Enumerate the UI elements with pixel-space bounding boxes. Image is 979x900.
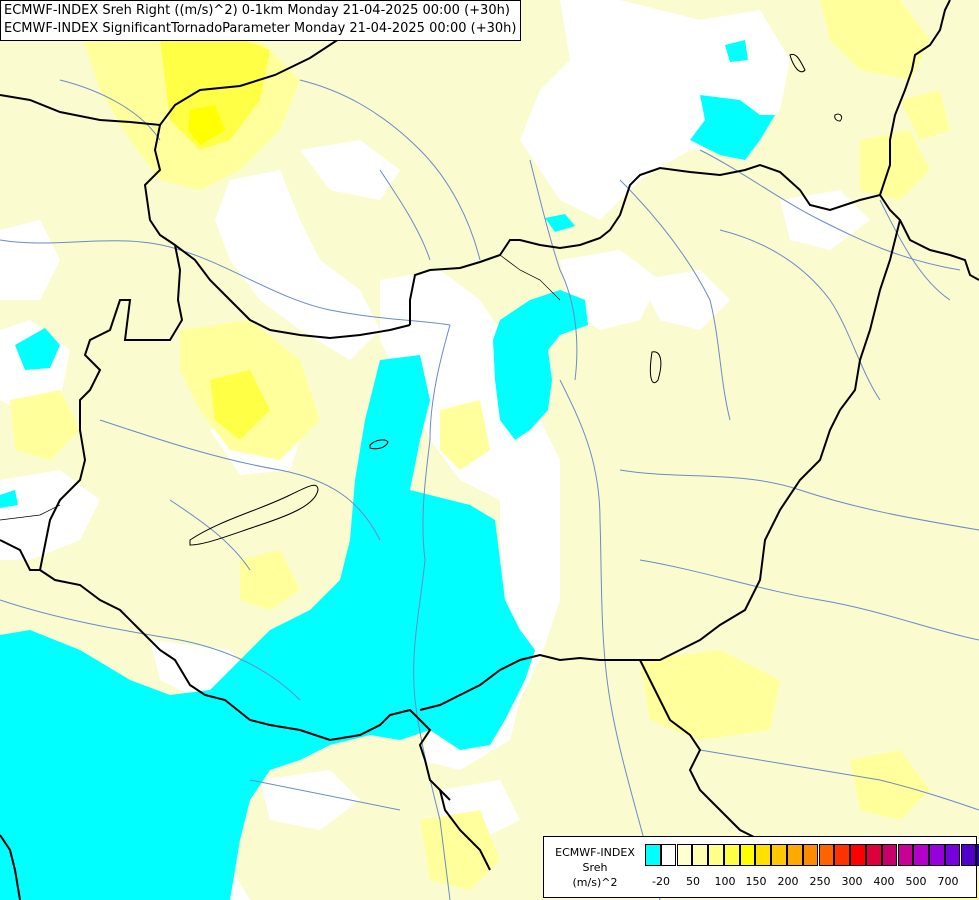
legend-swatch	[723, 844, 740, 866]
legend-swatch	[692, 844, 708, 866]
legend-swatch	[771, 844, 787, 866]
legend-swatch	[676, 844, 693, 866]
region-lines	[0, 254, 561, 521]
legend-title: ECMWF-INDEX Sreh (m/s)^2	[548, 845, 642, 890]
legend-swatch	[739, 844, 756, 866]
legend-tick-label: 50	[686, 875, 700, 888]
legend-tick-label: 700	[937, 875, 959, 888]
legend-swatch	[834, 844, 850, 866]
legend-color-bar	[645, 844, 979, 866]
cyan-areas	[0, 40, 775, 900]
title-line-2: ECMWF-INDEX SignificantTornadoParameter …	[4, 21, 517, 36]
title-line-1: ECMWF-INDEX Sreh Right ((m/s)^2) 0-1km M…	[4, 3, 510, 18]
legend-swatch	[881, 844, 898, 866]
legend-tick-label: 150	[745, 875, 767, 888]
legend-tick-label: 400	[873, 875, 895, 888]
legend-swatch	[755, 844, 772, 866]
legend-tick-label: 300	[841, 875, 863, 888]
lakes	[189, 53, 843, 546]
legend-swatch	[802, 844, 819, 866]
legend-tick-label: -20	[652, 875, 670, 888]
legend-swatch	[660, 844, 677, 866]
legend-tick-label: 100	[714, 875, 736, 888]
legend-swatch	[850, 844, 866, 866]
legend-swatch	[865, 844, 882, 866]
legend-swatch	[645, 844, 661, 866]
legend-swatch	[976, 844, 979, 866]
legend-swatch	[960, 844, 977, 866]
rivers	[0, 79, 979, 900]
color-legend: ECMWF-INDEX Sreh (m/s)^2 -20 50 100 150 200 2…	[543, 836, 979, 898]
legend-swatch	[787, 844, 803, 866]
yellow-high-areas	[160, 30, 270, 440]
legend-swatch	[929, 844, 945, 866]
legend-line-3: (m/s)^2	[572, 876, 618, 889]
legend-swatch	[708, 844, 724, 866]
map-title: ECMWF-INDEX Sreh Right ((m/s)^2) 0-1km M…	[0, 0, 522, 41]
legend-swatch	[944, 844, 961, 866]
legend-line-1: ECMWF-INDEX	[555, 846, 635, 859]
legend-tick-label: 250	[809, 875, 831, 888]
legend-line-2: Sreh	[582, 861, 608, 874]
legend-swatch	[818, 844, 835, 866]
legend-swatch	[897, 844, 914, 866]
legend-tick-label: 500	[905, 875, 927, 888]
legend-swatch	[913, 844, 929, 866]
legend-tick-label: 200	[777, 875, 799, 888]
